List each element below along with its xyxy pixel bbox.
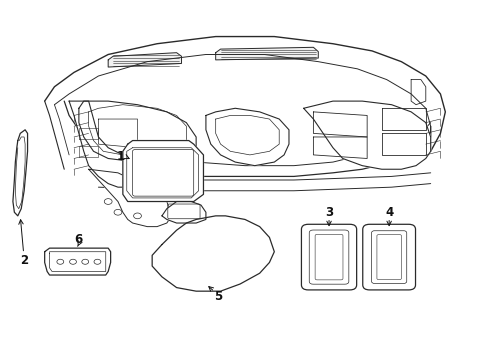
FancyBboxPatch shape [301,224,357,290]
Text: 5: 5 [214,290,222,303]
Text: 6: 6 [75,233,83,246]
Polygon shape [108,53,181,67]
Polygon shape [89,169,172,226]
Text: 1: 1 [116,150,124,163]
Polygon shape [69,101,133,187]
Polygon shape [45,248,111,275]
Polygon shape [13,130,27,216]
Polygon shape [79,101,196,162]
Polygon shape [123,140,203,202]
Polygon shape [304,101,431,169]
Polygon shape [206,108,289,166]
Polygon shape [162,202,206,223]
Text: 3: 3 [325,206,333,219]
Polygon shape [216,47,318,60]
Text: 4: 4 [385,206,393,219]
Polygon shape [152,216,274,291]
FancyBboxPatch shape [363,224,416,290]
Text: 2: 2 [20,254,28,267]
